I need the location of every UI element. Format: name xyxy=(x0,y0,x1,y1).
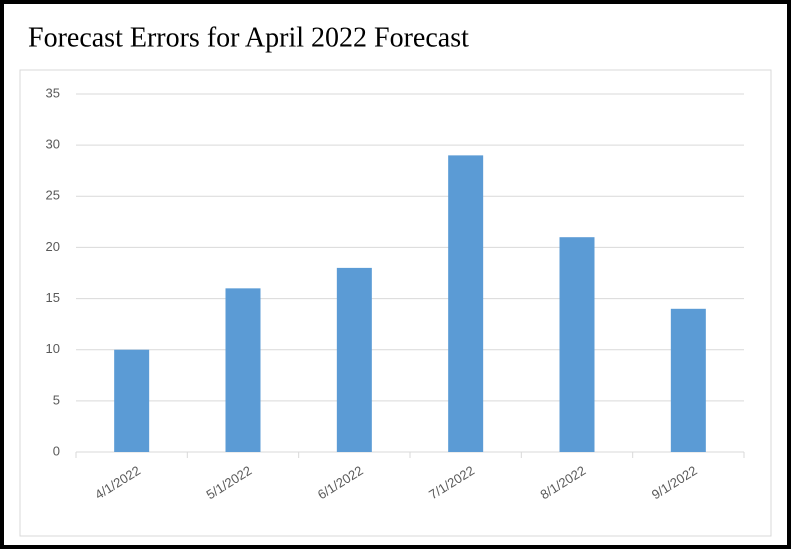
y-tick-label: 10 xyxy=(46,341,60,356)
chart-area xyxy=(19,69,772,537)
y-tick-label: 25 xyxy=(46,188,60,203)
bar xyxy=(448,155,484,452)
bar xyxy=(559,237,595,452)
y-tick-label: 35 xyxy=(46,85,60,100)
bar xyxy=(670,308,706,452)
bar xyxy=(225,288,261,452)
y-tick-label: 30 xyxy=(46,137,60,152)
bar xyxy=(114,349,150,452)
y-tick-label: 20 xyxy=(46,239,60,254)
y-tick-label: 5 xyxy=(53,392,60,407)
chart-title: Forecast Errors for April 2022 Forecast xyxy=(28,22,469,53)
y-tick-label: 15 xyxy=(46,290,60,305)
y-tick-label: 0 xyxy=(53,443,60,458)
bar xyxy=(336,267,372,452)
